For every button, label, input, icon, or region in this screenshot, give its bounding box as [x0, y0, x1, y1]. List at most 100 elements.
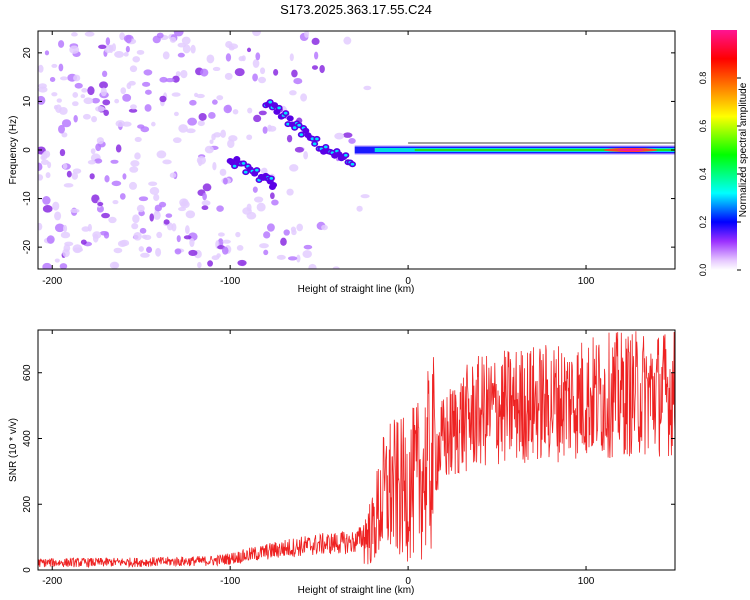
noise-blob — [260, 167, 268, 175]
noise-blob — [56, 98, 62, 103]
trace-core — [299, 133, 304, 137]
noise-blob — [271, 199, 279, 206]
noise-blob — [104, 175, 110, 183]
colorbar-tick-label: 0.8 — [698, 72, 708, 85]
y-tick-label: -10 — [22, 191, 33, 206]
noise-blob — [60, 231, 71, 239]
noise-blob — [87, 223, 92, 232]
y-tick-label: 600 — [22, 364, 33, 381]
noise-blob — [185, 225, 190, 235]
noise-blob — [252, 31, 261, 37]
noise-blob — [211, 133, 216, 141]
noise-blob — [54, 223, 65, 233]
noise-blob — [148, 181, 158, 187]
noise-blob — [87, 86, 95, 96]
carrier-core — [414, 149, 675, 151]
noise-blob — [40, 159, 49, 165]
noise-blob — [224, 72, 233, 80]
noise-blob — [69, 45, 80, 54]
noise-blob — [66, 170, 72, 178]
noise-blob — [46, 235, 55, 244]
noise-blob — [87, 159, 96, 165]
noise-blob — [163, 219, 170, 225]
noise-blob — [125, 45, 130, 53]
noise-blob — [58, 124, 65, 134]
noise-blob — [111, 43, 117, 52]
noise-blob — [342, 132, 353, 138]
colorbar-gradient — [711, 30, 737, 270]
noise-blob — [38, 95, 46, 105]
noise-blob — [122, 93, 132, 102]
y-tick-label: 0 — [22, 147, 33, 153]
noise-blob — [62, 248, 70, 258]
noise-blob — [61, 119, 72, 128]
noise-blob — [165, 77, 175, 83]
noise-blob — [246, 203, 252, 212]
noise-blob — [133, 231, 142, 241]
colorbar: 0.0 0.2 0.4 0.6 0.8 Normalized spectral ampl… — [698, 30, 749, 276]
noise-blob — [131, 222, 139, 230]
noise-blob — [254, 196, 264, 203]
noise-blob — [255, 52, 261, 61]
noise-blob — [225, 53, 232, 62]
noise-blob — [97, 202, 104, 207]
noise-blob — [273, 69, 279, 76]
noise-blob — [51, 63, 58, 68]
noise-blob — [348, 137, 356, 144]
noise-blob — [289, 53, 294, 62]
trace-blob — [286, 115, 294, 122]
noise-blob — [143, 69, 153, 76]
noise-blob — [286, 134, 293, 143]
noise-blob — [115, 120, 126, 128]
noise-blob — [218, 232, 225, 237]
noise-blob — [59, 107, 68, 115]
noise-blob — [182, 198, 187, 206]
noise-blob — [212, 99, 218, 105]
noise-blob — [201, 200, 211, 206]
noise-blob — [90, 148, 96, 155]
noise-blob — [72, 244, 83, 254]
noise-blob — [140, 126, 150, 133]
heatmap-x-axis-label: Height of straight line (km) — [298, 284, 415, 295]
noise-blob — [151, 121, 156, 127]
noise-blob — [119, 32, 125, 41]
noise-blob — [70, 208, 80, 214]
noise-blob — [253, 114, 262, 123]
noise-blob — [198, 112, 207, 121]
noise-blob — [92, 231, 102, 239]
noise-blob — [220, 129, 226, 138]
noise-blob — [258, 76, 267, 84]
noise-blob — [283, 229, 290, 236]
noise-blob — [262, 126, 268, 134]
noise-blob — [252, 73, 258, 82]
noise-blob — [197, 120, 205, 127]
noise-blob — [296, 254, 301, 263]
x-tick-label: -200 — [42, 576, 62, 587]
trace-core — [315, 137, 319, 141]
noise-blob — [304, 31, 310, 38]
noise-blob — [258, 110, 267, 116]
noise-blob — [256, 202, 266, 212]
noise-blob — [105, 37, 111, 46]
noise-blob — [221, 246, 229, 255]
noise-blob — [123, 52, 129, 57]
noise-blob — [156, 150, 167, 159]
noise-blob — [45, 172, 51, 179]
noise-blob — [42, 204, 53, 213]
noise-blob — [212, 162, 217, 171]
trace-core — [283, 111, 288, 115]
noise-blob — [98, 81, 109, 89]
noise-blob — [232, 109, 239, 115]
noise-blob — [237, 259, 247, 266]
noise-blob — [314, 51, 319, 60]
noise-blob — [171, 92, 181, 97]
noise-blob — [134, 136, 142, 143]
noise-blob — [185, 210, 196, 219]
noise-blob — [178, 124, 188, 133]
noise-blob — [51, 92, 58, 97]
noise-blob — [219, 168, 227, 176]
noise-blob — [62, 224, 68, 233]
noise-blob — [216, 95, 224, 101]
noise-blob — [138, 246, 144, 252]
noise-blob — [42, 196, 51, 205]
